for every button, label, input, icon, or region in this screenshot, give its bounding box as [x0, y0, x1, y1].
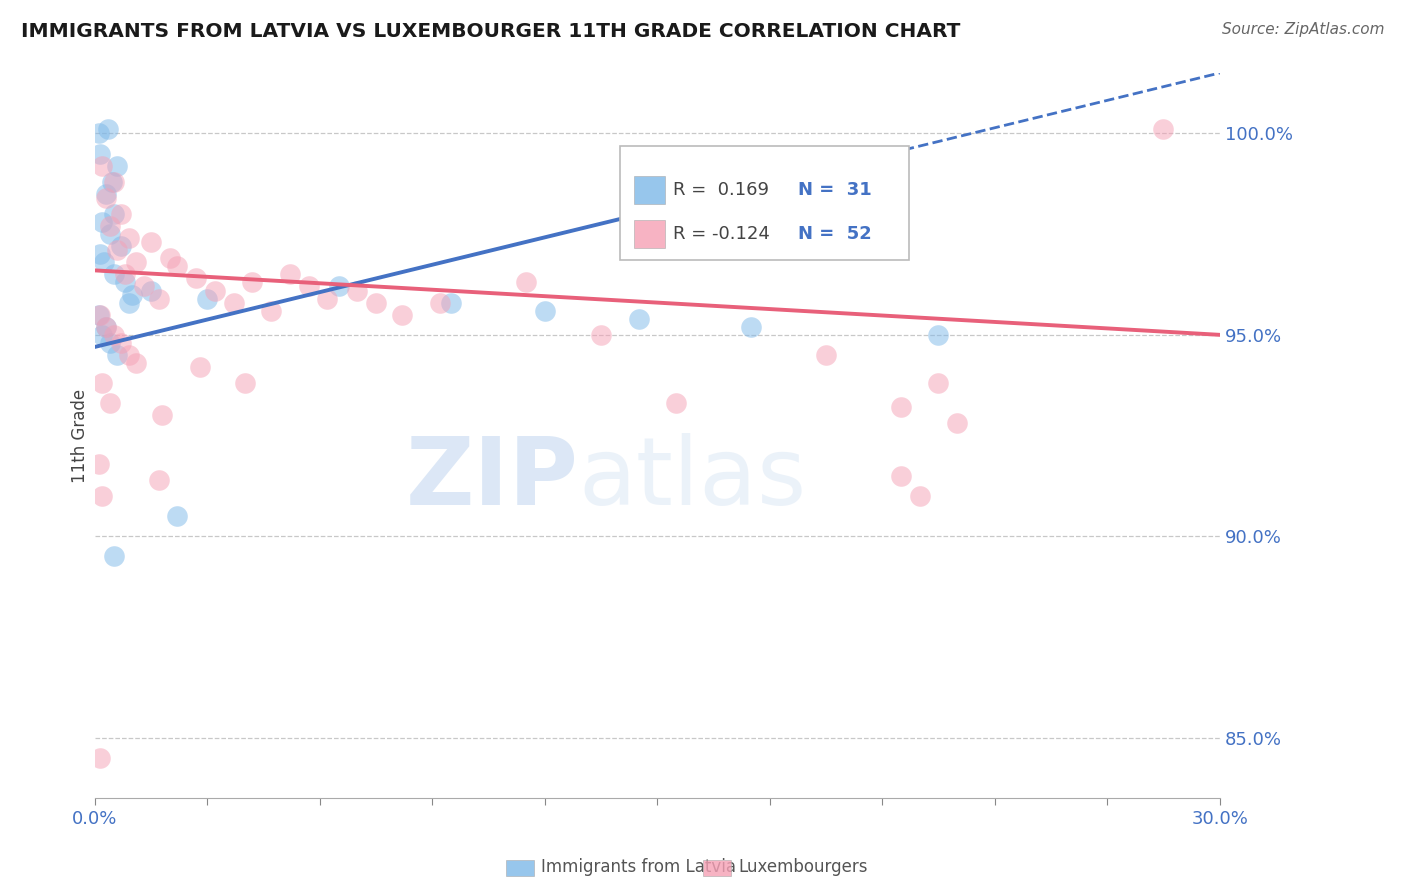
Point: [260, 303, 283, 318]
Point: [98, 396, 121, 410]
Point: [316, 292, 339, 306]
Point: [240, 276, 263, 290]
Point: [946, 417, 969, 431]
Point: [89, 751, 111, 765]
Point: [103, 549, 125, 564]
Point: [927, 327, 949, 342]
Point: [233, 376, 256, 391]
Point: [627, 311, 650, 326]
Point: [89, 308, 111, 322]
Point: [91, 215, 114, 229]
Text: R =  0.169: R = 0.169: [673, 181, 769, 199]
Point: [91, 489, 114, 503]
Point: [814, 348, 837, 362]
Point: [114, 276, 136, 290]
Point: [87, 308, 110, 322]
Point: [159, 252, 181, 266]
Text: N =  31: N = 31: [799, 181, 872, 199]
Point: [87, 127, 110, 141]
Y-axis label: 11th Grade: 11th Grade: [72, 389, 89, 483]
Point: [117, 295, 139, 310]
Point: [97, 122, 120, 136]
Point: [188, 360, 211, 375]
Point: [89, 247, 111, 261]
Text: Luxembourgers: Luxembourgers: [738, 858, 868, 876]
Text: atlas: atlas: [578, 434, 807, 525]
Point: [440, 295, 463, 310]
Point: [105, 159, 128, 173]
Point: [94, 186, 117, 201]
Point: [117, 231, 139, 245]
Point: [103, 175, 125, 189]
Text: ZIP: ZIP: [406, 434, 578, 525]
Point: [148, 473, 170, 487]
Point: [91, 327, 114, 342]
Point: [890, 468, 912, 483]
Point: [98, 335, 121, 350]
Text: N =  52: N = 52: [799, 225, 872, 243]
Point: [125, 356, 148, 370]
Point: [364, 295, 387, 310]
Point: [927, 376, 949, 391]
Point: [98, 219, 121, 233]
Point: [91, 376, 114, 391]
Text: IMMIGRANTS FROM LATVIA VS LUXEMBOURGER 11TH GRADE CORRELATION CHART: IMMIGRANTS FROM LATVIA VS LUXEMBOURGER 1…: [21, 22, 960, 41]
Point: [589, 327, 612, 342]
Point: [222, 295, 245, 310]
Point: [139, 284, 162, 298]
Point: [139, 235, 162, 250]
Point: [515, 276, 537, 290]
Point: [166, 260, 188, 274]
Point: [429, 295, 451, 310]
Point: [195, 292, 218, 306]
Point: [166, 509, 188, 524]
Point: [110, 335, 132, 350]
Point: [87, 457, 110, 471]
Point: [121, 287, 143, 301]
Point: [89, 146, 111, 161]
Point: [346, 284, 368, 298]
Point: [110, 239, 132, 253]
Point: [98, 227, 121, 241]
Point: [105, 244, 128, 258]
Point: [533, 303, 555, 318]
Point: [150, 409, 173, 423]
Point: [278, 268, 301, 282]
Point: [132, 279, 155, 293]
Point: [297, 279, 319, 293]
Point: [665, 396, 688, 410]
Point: [94, 319, 117, 334]
Point: [184, 271, 207, 285]
Point: [125, 255, 148, 269]
Point: [328, 279, 350, 293]
Point: [100, 175, 122, 189]
Point: [740, 319, 762, 334]
Point: [103, 268, 125, 282]
Point: [110, 207, 132, 221]
Text: R = -0.124: R = -0.124: [673, 225, 770, 243]
Point: [103, 207, 125, 221]
Point: [114, 268, 136, 282]
Point: [94, 319, 117, 334]
Point: [204, 284, 226, 298]
Point: [105, 348, 128, 362]
Point: [103, 327, 125, 342]
Point: [1153, 122, 1175, 136]
Point: [908, 489, 931, 503]
Point: [93, 255, 115, 269]
Text: Source: ZipAtlas.com: Source: ZipAtlas.com: [1222, 22, 1385, 37]
Point: [391, 308, 413, 322]
Point: [91, 159, 114, 173]
Point: [117, 348, 139, 362]
Text: Immigrants from Latvia: Immigrants from Latvia: [541, 858, 737, 876]
Point: [94, 191, 117, 205]
Point: [890, 401, 912, 415]
Point: [148, 292, 170, 306]
